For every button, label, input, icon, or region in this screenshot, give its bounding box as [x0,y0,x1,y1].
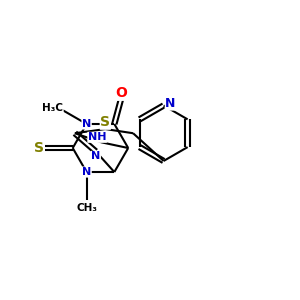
Text: S: S [34,141,44,155]
Text: N: N [91,152,101,161]
Text: H₃C: H₃C [42,103,63,113]
Text: NH: NH [88,132,106,142]
Text: N: N [165,97,176,110]
Text: S: S [100,115,110,129]
Text: O: O [116,86,128,100]
Text: N: N [82,167,91,177]
Text: N: N [82,119,91,129]
Text: CH₃: CH₃ [76,203,97,213]
